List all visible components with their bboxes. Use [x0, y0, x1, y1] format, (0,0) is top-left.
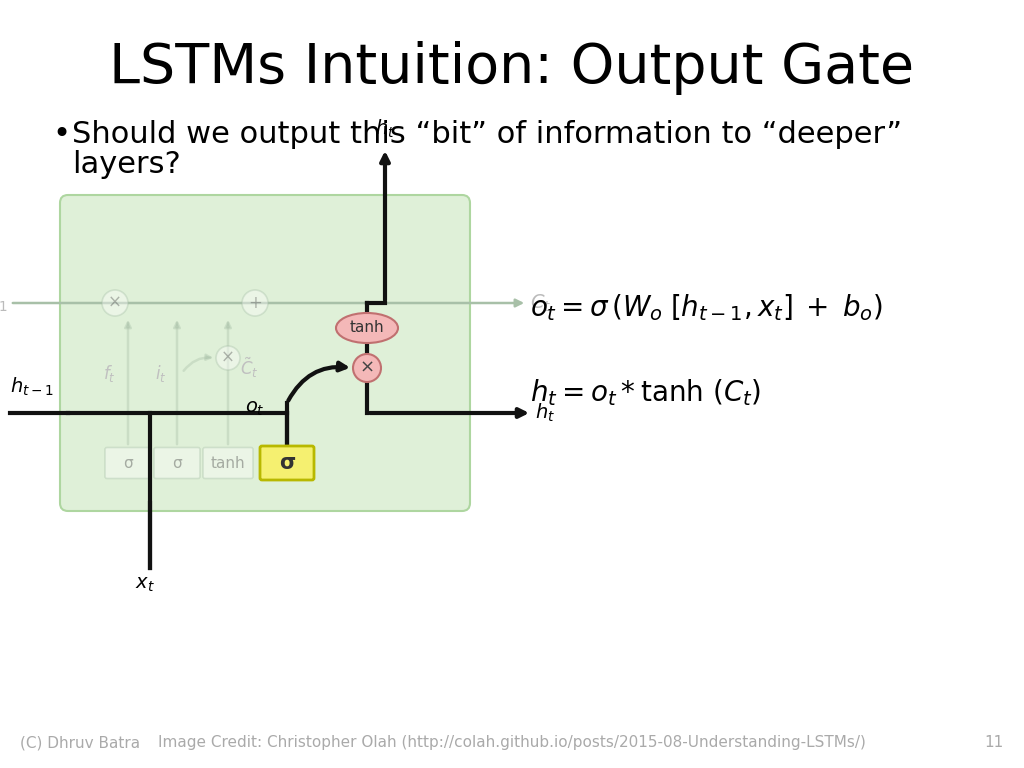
Text: $h_{t-1}$: $h_{t-1}$: [10, 376, 54, 398]
Text: ×: ×: [221, 349, 234, 367]
Text: $\tilde{C}_t$: $\tilde{C}_t$: [240, 356, 259, 380]
Text: layers?: layers?: [72, 150, 181, 179]
Text: Image Credit: Christopher Olah (http://colah.github.io/posts/2015-08-Understandi: Image Credit: Christopher Olah (http://c…: [158, 735, 866, 750]
Text: +: +: [248, 294, 262, 312]
FancyBboxPatch shape: [260, 446, 314, 480]
Text: Should we output this “bit” of information to “deeper”: Should we output this “bit” of informati…: [72, 120, 902, 149]
Circle shape: [242, 290, 268, 316]
Text: tanh: tanh: [211, 455, 246, 471]
Circle shape: [353, 354, 381, 382]
FancyBboxPatch shape: [105, 448, 151, 478]
Text: $i_t$: $i_t$: [156, 362, 167, 383]
Text: •: •: [52, 120, 70, 149]
Text: 11: 11: [985, 735, 1004, 750]
Text: σ: σ: [172, 455, 182, 471]
Text: σ: σ: [123, 455, 133, 471]
Text: tanh: tanh: [349, 320, 384, 336]
Text: (C) Dhruv Batra: (C) Dhruv Batra: [20, 735, 140, 750]
FancyBboxPatch shape: [154, 448, 200, 478]
FancyBboxPatch shape: [203, 448, 253, 478]
Text: $h_t = o_t * \tanh\,(C_t)$: $h_t = o_t * \tanh\,(C_t)$: [530, 378, 761, 409]
Text: $f_t$: $f_t$: [103, 362, 116, 383]
Text: $C_t$: $C_t$: [530, 293, 551, 313]
Ellipse shape: [336, 313, 398, 343]
Text: $h_t$: $h_t$: [375, 118, 395, 140]
Text: $o_t = \sigma\,(W_o\;[h_{t-1},x_t]\;+\;b_o)$: $o_t = \sigma\,(W_o\;[h_{t-1},x_t]\;+\;b…: [530, 293, 883, 323]
Text: ×: ×: [359, 359, 375, 377]
FancyBboxPatch shape: [60, 195, 470, 511]
Text: LSTMs Intuition: Output Gate: LSTMs Intuition: Output Gate: [110, 41, 914, 95]
Text: $C_{t-1}$: $C_{t-1}$: [0, 293, 8, 313]
Text: $o_t$: $o_t$: [246, 399, 265, 418]
Circle shape: [102, 290, 128, 316]
Text: σ: σ: [279, 453, 295, 473]
Circle shape: [216, 346, 240, 370]
Text: ×: ×: [109, 294, 122, 312]
Text: $x_t$: $x_t$: [135, 575, 155, 594]
Text: $h_t$: $h_t$: [535, 402, 555, 424]
